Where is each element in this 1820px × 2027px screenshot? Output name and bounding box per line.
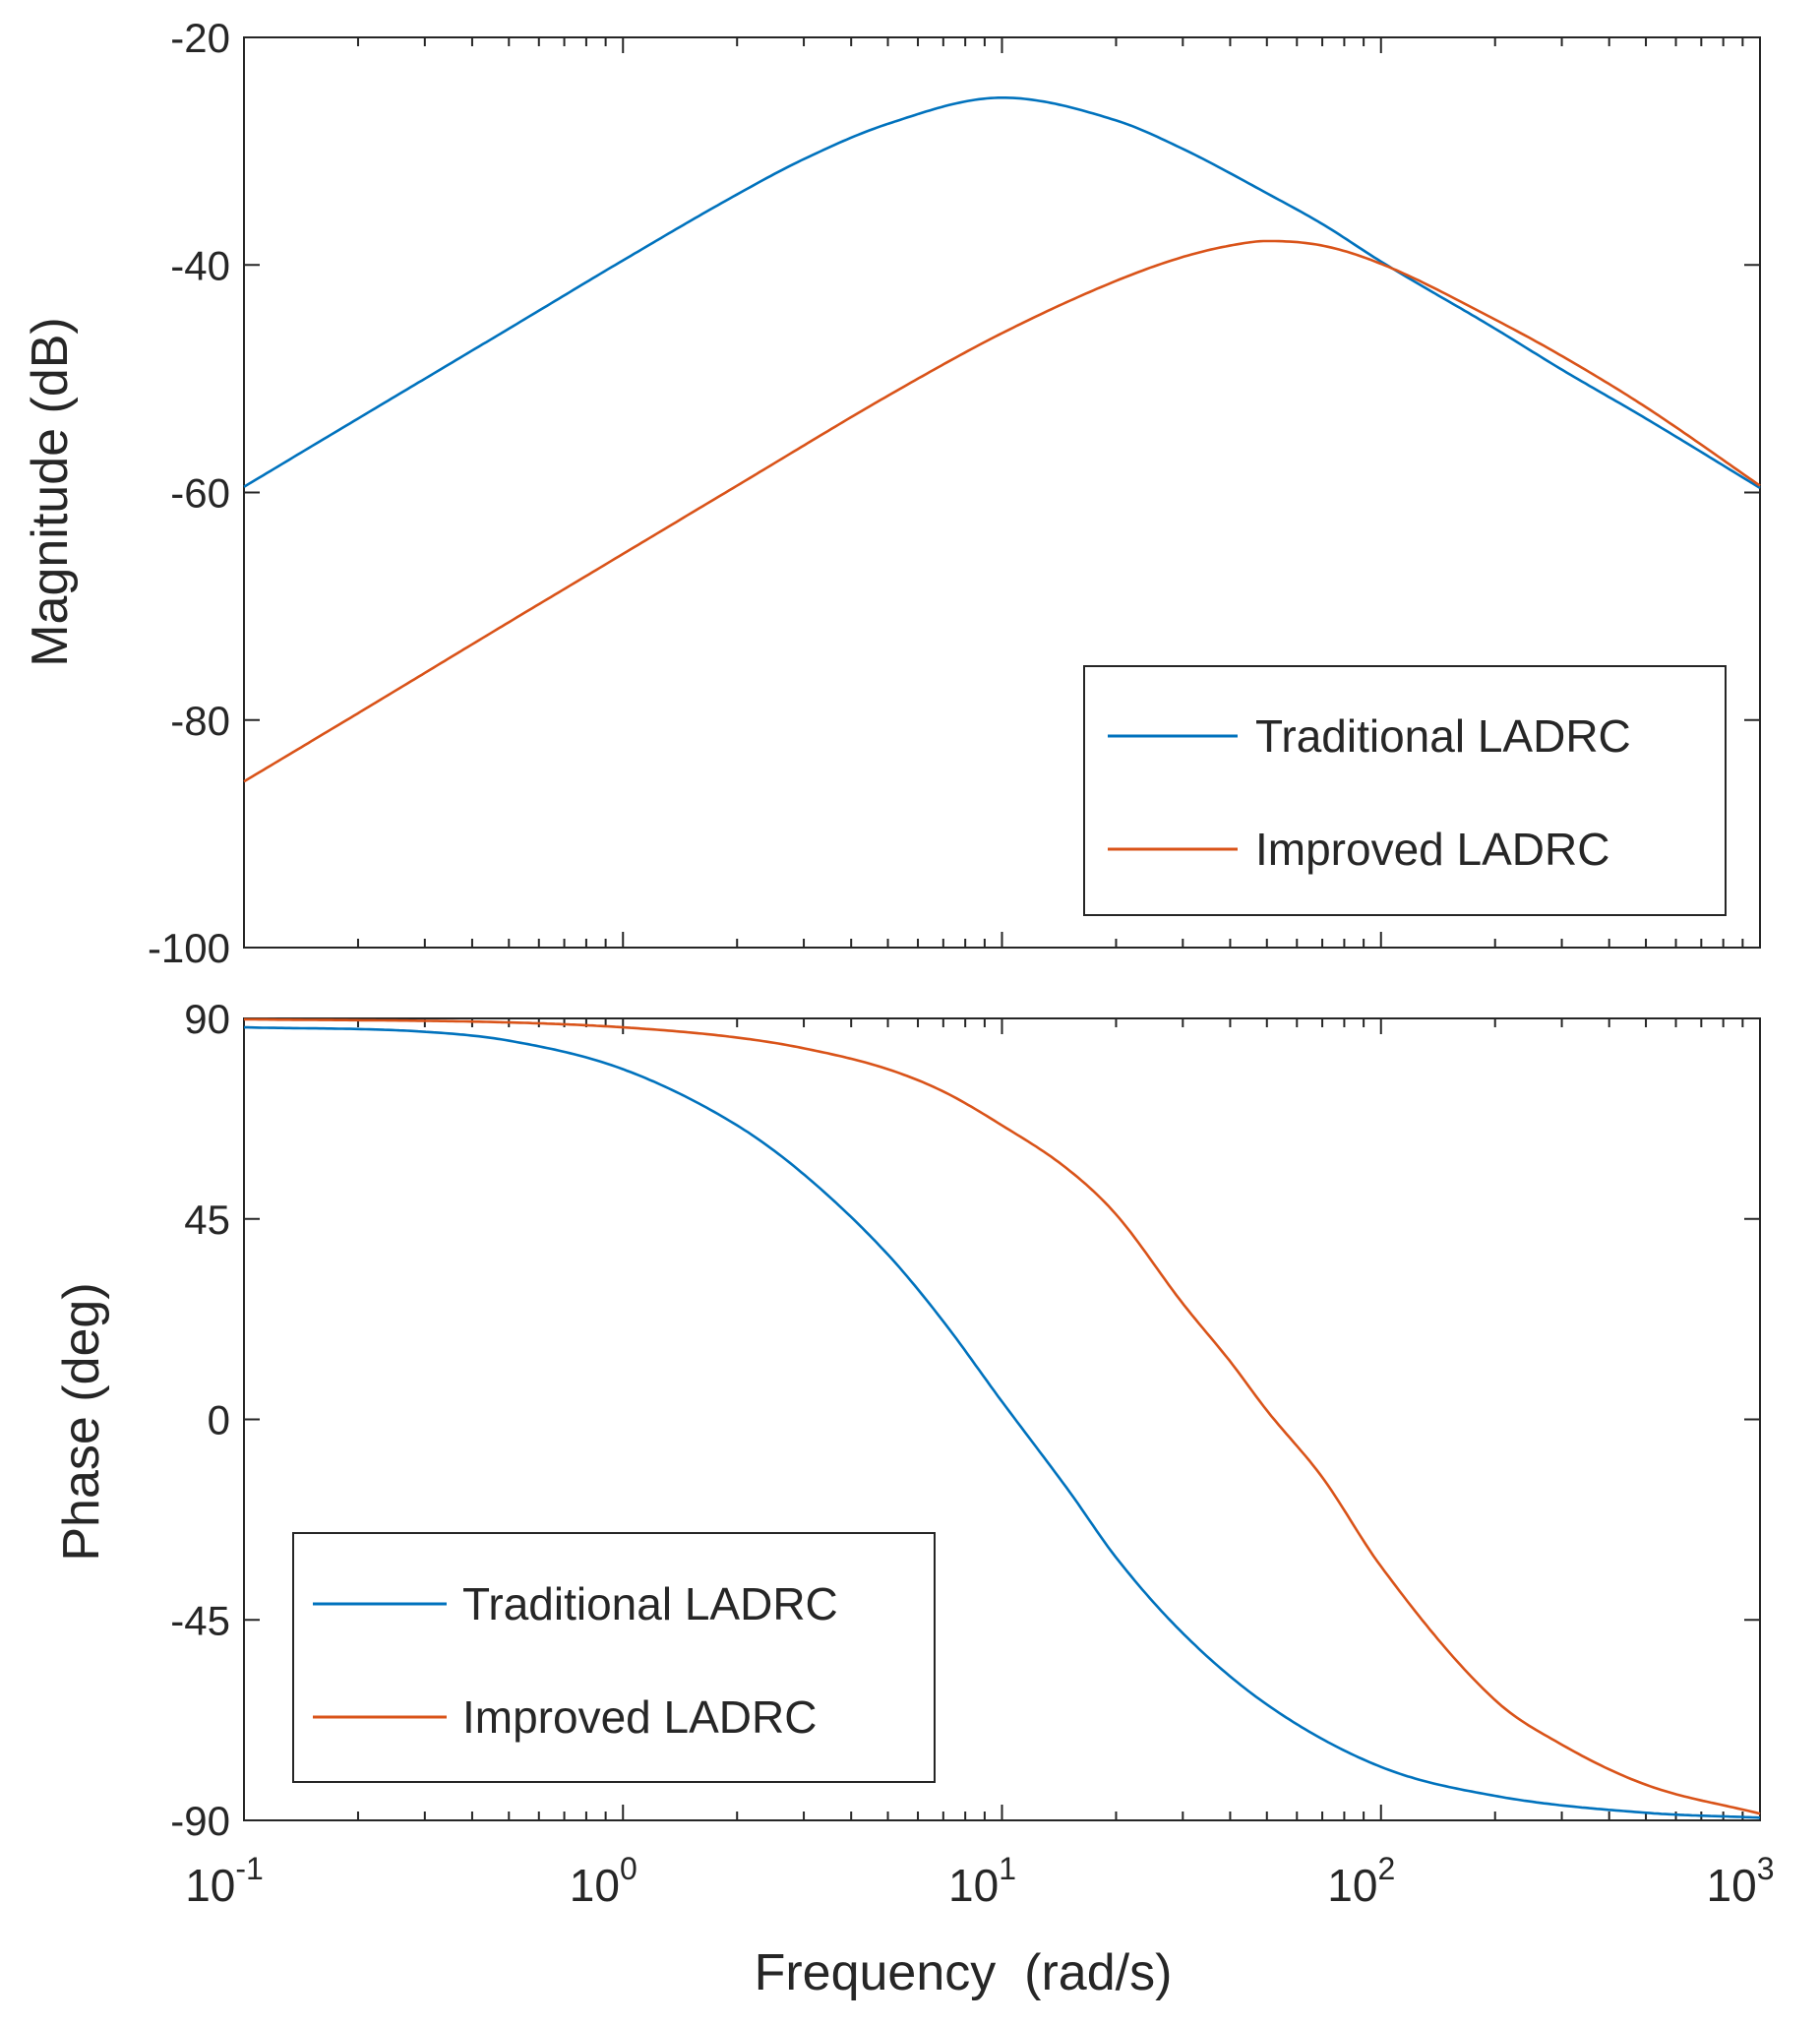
phase-y-tick-label: 0 [208, 1397, 230, 1443]
phase-legend-box [292, 1532, 936, 1783]
magnitude-series-traditional-ladrc [243, 96, 1761, 490]
magnitude-legend-traditional-label: Traditional LADRC [1255, 710, 1631, 762]
magnitude-y-tick-label: -40 [170, 242, 230, 288]
magnitude-y-tick-label: -20 [170, 15, 230, 61]
phase-y-tick-label: 45 [184, 1197, 230, 1243]
magnitude-y-ticks: -20 -40 -60 -80 -100 [148, 15, 1760, 971]
magnitude-y-tick-label: -80 [170, 698, 230, 744]
phase-y-ticks: 90 45 0 -45 -90 [170, 996, 1760, 1844]
magnitude-x-ticks [243, 37, 1761, 948]
x-tick-label: 100 [570, 1851, 637, 1911]
magnitude-y-tick-label: -100 [148, 925, 230, 971]
x-tick-label: 10-1 [185, 1851, 264, 1911]
x-tick-label: 103 [1707, 1851, 1775, 1911]
phase-series-improved-ladrc [243, 1017, 1761, 1815]
phase-y-tick-label: -90 [170, 1798, 230, 1844]
magnitude-y-tick-label: -60 [170, 470, 230, 517]
phase-y-tick-label: 90 [184, 996, 230, 1042]
phase-series-traditional-ladrc [244, 1025, 1761, 1819]
magnitude-y-axis-label: Magnitude (dB) [22, 317, 79, 667]
magnitude-series-improved-ladrc [243, 239, 1761, 783]
x-tick-label: 101 [948, 1851, 1016, 1911]
magnitude-panel: -20 -40 -60 -80 -100 Magnitude (dB) Traditio… [22, 15, 1761, 971]
phase-series [243, 1017, 1761, 1819]
x-axis-label: Frequency (rad/s) [755, 1944, 1173, 2001]
phase-legend-improved-label: Improved LADRC [462, 1691, 817, 1743]
magnitude-legend: Traditional LADRC Improved LADRC [1083, 665, 1727, 916]
x-tick-labels: 10-1 100 101 102 103 [185, 1851, 1774, 1911]
phase-legend-traditional-label: Traditional LADRC [462, 1578, 838, 1629]
phase-panel: 90 45 0 -45 -90 Phase (deg) Traditional LADR… [53, 996, 1761, 1844]
phase-y-tick-label: -45 [170, 1597, 230, 1643]
magnitude-legend-box [1083, 665, 1727, 916]
x-tick-label: 102 [1327, 1851, 1395, 1911]
phase-legend: Traditional LADRC Improved LADRC [292, 1532, 936, 1783]
magnitude-legend-improved-label: Improved LADRC [1255, 824, 1609, 875]
magnitude-series [243, 96, 1761, 783]
phase-x-ticks [243, 1018, 1761, 1820]
phase-y-axis-label: Phase (deg) [53, 1282, 110, 1561]
